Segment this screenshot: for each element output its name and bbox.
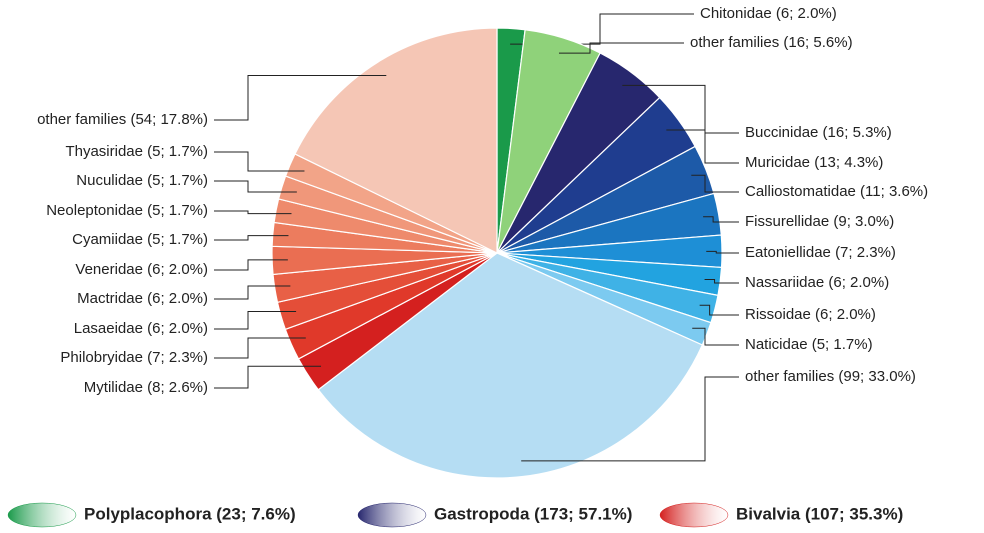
legend-swatch bbox=[7, 502, 77, 528]
leader-line bbox=[521, 376, 739, 462]
leader-line bbox=[214, 285, 291, 300]
leader-line bbox=[214, 259, 288, 271]
legend-swatch bbox=[357, 502, 427, 528]
slice-label: Nassariidae (6; 2.0%) bbox=[745, 274, 889, 291]
slice-label: Neoleptonidae (5; 1.7%) bbox=[46, 202, 208, 219]
slice-label: Lasaeidae (6; 2.0%) bbox=[74, 320, 208, 337]
slice-label: other families (54; 17.8%) bbox=[37, 111, 208, 128]
legend-swatch bbox=[659, 502, 729, 528]
legend-label: Gastropoda (173; 57.1%) bbox=[434, 504, 632, 523]
slice-label: Fissurellidae (9; 3.0%) bbox=[745, 213, 894, 230]
leader-line bbox=[214, 235, 289, 241]
leader-line bbox=[214, 311, 297, 330]
slice-label: Calliostomatidae (11; 3.6%) bbox=[745, 183, 928, 200]
leader-line bbox=[704, 278, 739, 284]
legend-label: Bivalvia (107; 35.3%) bbox=[736, 504, 903, 523]
legend-label: Polyplacophora (23; 7.6%) bbox=[84, 504, 296, 523]
slice-label: Thyasiridae (5; 1.7%) bbox=[65, 143, 208, 160]
slice-label: Mytilidae (8; 2.6%) bbox=[84, 379, 208, 396]
leader-line bbox=[691, 174, 739, 193]
leader-line bbox=[622, 84, 739, 134]
leader-line bbox=[558, 42, 684, 54]
leader-line bbox=[699, 304, 739, 316]
slice-label: Buccinidae (16; 5.3%) bbox=[745, 124, 892, 141]
slice-label: other families (99; 33.0%) bbox=[745, 368, 916, 385]
slice-label: Muricidae (13; 4.3%) bbox=[745, 154, 883, 171]
slice-label: Rissoidae (6; 2.0%) bbox=[745, 306, 876, 323]
leader-line bbox=[214, 151, 305, 172]
slice bbox=[317, 252, 704, 479]
slice-label: Chitonidae (6; 2.0%) bbox=[700, 5, 837, 22]
slice-label: Eatoniellidae (7; 2.3%) bbox=[745, 244, 896, 261]
slice-label: Philobryidae (7; 2.3%) bbox=[60, 349, 208, 366]
slice-label: other families (16; 5.6%) bbox=[690, 34, 853, 51]
slice-label: Cyamiidae (5; 1.7%) bbox=[72, 231, 208, 248]
leader-line bbox=[706, 250, 739, 254]
slice-label: Nuculidae (5; 1.7%) bbox=[76, 172, 208, 189]
leader-line bbox=[214, 365, 322, 389]
leader-line bbox=[214, 210, 292, 215]
leader-line bbox=[214, 337, 306, 359]
slice-label: Veneridae (6; 2.0%) bbox=[75, 261, 208, 278]
slice-label: Naticidae (5; 1.7%) bbox=[745, 336, 873, 353]
slice-label: Mactridae (6; 2.0%) bbox=[77, 290, 208, 307]
leader-line bbox=[703, 216, 739, 223]
leader-line bbox=[666, 129, 739, 164]
leader-line bbox=[692, 327, 739, 346]
leader-line bbox=[214, 74, 387, 121]
slice bbox=[294, 27, 498, 254]
leader-line bbox=[214, 180, 297, 193]
